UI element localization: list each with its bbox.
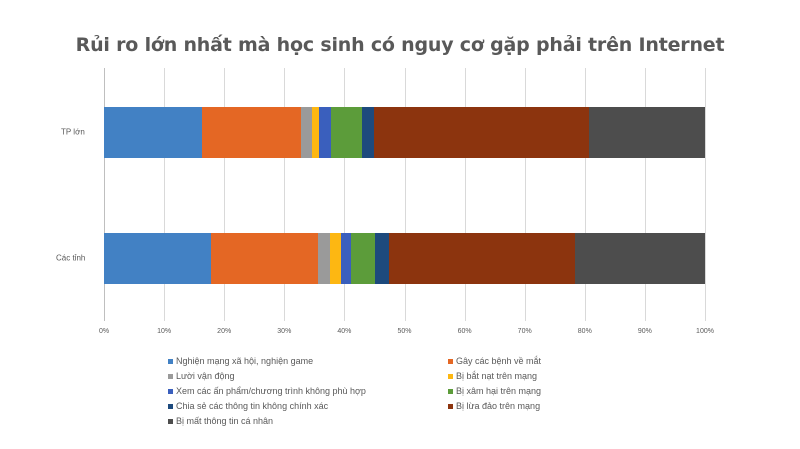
gridline	[164, 68, 166, 321]
tick-label: 0%	[98, 328, 110, 335]
stacked-bar	[104, 107, 705, 158]
tick-label: 40%	[337, 328, 352, 335]
category-label: TP lớn	[61, 127, 85, 137]
bar-segment[interactable]	[341, 233, 351, 284]
bar-segment[interactable]	[375, 233, 390, 284]
gridline	[224, 68, 226, 321]
legend-item[interactable]: Xem các ấn phẩm/chương trình không phù h…	[168, 384, 366, 398]
legend-label: Bị bắt nạt trên mạng	[456, 371, 538, 381]
legend-swatch-icon	[168, 373, 173, 379]
tick-label: 90%	[637, 328, 652, 335]
legend-item[interactable]: Lười vận động	[168, 369, 234, 383]
tick-label: 70%	[517, 328, 532, 335]
bar-segment[interactable]	[374, 107, 589, 158]
legend-item[interactable]: Bị mất thông tin cá nhân	[168, 414, 273, 428]
chart-title: Rủi ro lớn nhất mà học sinh có nguy cơ g…	[75, 34, 725, 56]
tick-label: 30%	[277, 328, 292, 335]
bar-segment[interactable]	[318, 107, 331, 158]
gridline	[284, 68, 286, 321]
bar-segment[interactable]	[104, 233, 211, 284]
bar-segment[interactable]	[389, 233, 575, 284]
legend-label: Gây các bệnh về mắt	[456, 356, 542, 366]
legend-swatch-icon	[168, 388, 173, 394]
bar-segment[interactable]	[574, 233, 705, 284]
category-label: Các tỉnh	[56, 253, 86, 263]
legend-swatch-icon	[448, 373, 453, 379]
gridline	[344, 68, 346, 321]
legend-label: Xem các ấn phẩm/chương trình không phù h…	[176, 386, 366, 396]
legend-item[interactable]: Bị xâm hại trên mạng	[448, 384, 541, 398]
bar-segment[interactable]	[317, 233, 330, 284]
legend-swatch-icon	[168, 358, 173, 364]
gridline	[644, 68, 646, 321]
bar-segment[interactable]	[311, 107, 319, 158]
tick-label: 10%	[157, 328, 172, 335]
tick-label: 60%	[457, 328, 472, 335]
legend-item[interactable]: Chia sẻ các thông tin không chính xác	[168, 399, 328, 413]
legend-label: Bị xâm hại trên mạng	[456, 386, 542, 396]
legend-item[interactable]: Bị lừa đảo trên mạng	[448, 399, 540, 413]
stacked-bar	[104, 233, 705, 284]
bar-segment[interactable]	[104, 107, 202, 158]
legend-label: Bị mất thông tin cá nhân	[176, 416, 274, 426]
gridline	[464, 68, 466, 321]
legend-swatch-icon	[168, 418, 173, 424]
bar-segment[interactable]	[588, 107, 705, 158]
legend-swatch-icon	[168, 403, 173, 409]
legend-item[interactable]: Nghiện mạng xã hội, nghiện game	[168, 354, 313, 368]
category-axis-line	[104, 68, 105, 321]
tick-label: 50%	[397, 328, 412, 335]
legend-swatch-icon	[448, 388, 453, 394]
gridline	[705, 68, 706, 321]
legend-item[interactable]: Gây các bệnh về mắt	[448, 354, 541, 368]
legend-label: Nghiện mạng xã hội, nghiện game	[176, 356, 314, 366]
plot-area	[104, 68, 706, 321]
bar-segment[interactable]	[201, 107, 301, 158]
bar-segment[interactable]	[210, 233, 318, 284]
legend-label: Bị lừa đảo trên mạng	[456, 401, 541, 411]
legend-label: Chia sẻ các thông tin không chính xác	[176, 401, 329, 411]
tick-label: 100%	[696, 328, 714, 335]
legend-label: Lười vận động	[176, 371, 235, 381]
gridline	[524, 68, 526, 321]
bar-segment[interactable]	[300, 107, 312, 158]
tick-label: 80%	[577, 328, 592, 335]
gridline	[584, 68, 586, 321]
legend-swatch-icon	[448, 403, 453, 409]
bar-segment[interactable]	[329, 233, 342, 284]
legend-swatch-icon	[448, 358, 453, 364]
bar-segment[interactable]	[330, 107, 362, 158]
bar-segment[interactable]	[350, 233, 375, 284]
gridline	[404, 68, 406, 321]
legend-item[interactable]: Bị bắt nạt trên mạng	[448, 369, 537, 383]
bar-segment[interactable]	[361, 107, 375, 158]
tick-label: 20%	[217, 328, 232, 335]
